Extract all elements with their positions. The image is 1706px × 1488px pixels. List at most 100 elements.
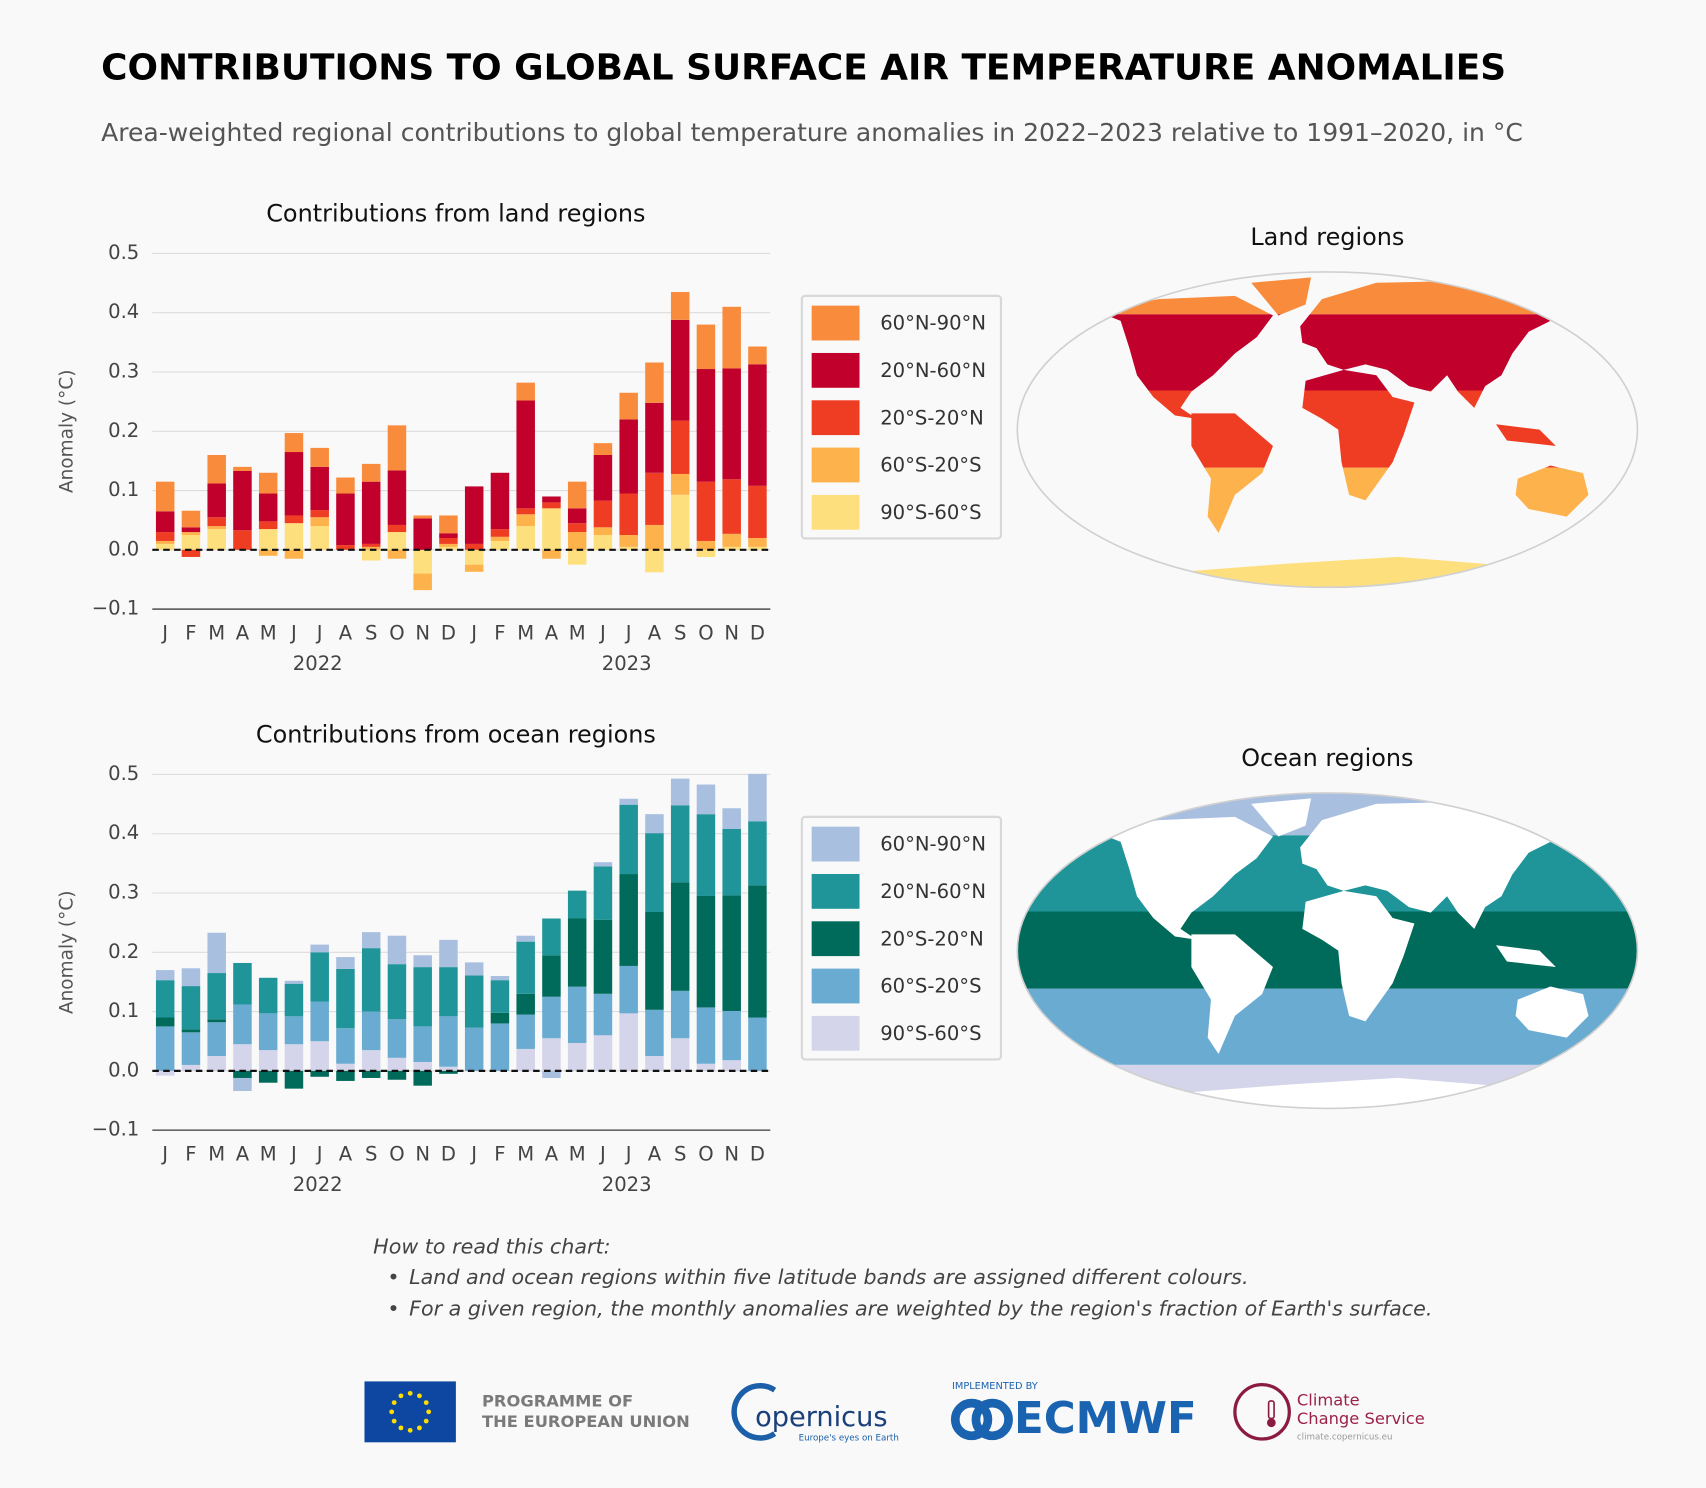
legend-label: 60°N-90°N <box>880 833 986 856</box>
ecmwf-mark <box>971 1398 1013 1441</box>
bar-segment <box>542 955 561 997</box>
map-outline <box>1016 271 1639 589</box>
bar-segment <box>361 463 381 482</box>
bar-segment <box>387 425 407 471</box>
y-tick-label: 0.5 <box>108 762 139 785</box>
map-continent <box>1302 890 1415 1022</box>
bar-segment <box>722 1010 741 1061</box>
bar-segment <box>387 964 407 1020</box>
bar-segment <box>258 1050 278 1071</box>
eu-flag <box>364 1381 456 1443</box>
bar-segment <box>619 798 638 805</box>
bar-segment <box>696 814 716 896</box>
map-continent <box>1191 934 1273 1054</box>
bar-segment <box>490 1012 510 1024</box>
bar-segment <box>439 533 458 538</box>
bar-segment <box>696 1007 716 1064</box>
x-group-label: 2023 <box>602 1173 652 1196</box>
y-tick-label: 0.4 <box>108 821 139 844</box>
bar-segment <box>310 447 329 467</box>
bar-segment <box>516 526 535 550</box>
bar-segment <box>361 948 381 1012</box>
eu-text: PROGRAMME OF <box>482 1392 633 1411</box>
eu-star <box>407 1427 413 1433</box>
bar-segment <box>258 977 278 1014</box>
bar-segment <box>207 529 226 550</box>
copernicus-text: opernicus <box>755 1402 887 1433</box>
bar-segment <box>567 532 587 550</box>
map-title: Ocean regions <box>1241 744 1413 772</box>
bar-segment <box>284 549 304 559</box>
legend-label: 90°S-60°S <box>880 501 981 524</box>
bar-segment <box>464 975 484 1028</box>
legend-label: 60°N-90°N <box>880 312 986 335</box>
x-tick-label: M <box>569 622 586 645</box>
bar-segment <box>670 990 690 1039</box>
bar-segment <box>207 973 226 1020</box>
bar-segment <box>413 518 432 550</box>
bar-segment <box>361 543 381 547</box>
bar-segment <box>155 540 175 544</box>
bullet: • <box>387 1297 399 1321</box>
bar-segment <box>567 508 587 524</box>
map-title: Land regions <box>1250 223 1404 251</box>
bar-segment <box>593 454 613 501</box>
map-band <box>1093 467 1589 544</box>
bar-segment <box>464 962 484 976</box>
bar-segment <box>645 402 664 473</box>
bar-segment <box>284 980 304 984</box>
map-band <box>1093 543 1589 588</box>
bar-segment <box>490 980 510 1013</box>
bar-segment <box>619 1013 638 1071</box>
bar-segment <box>258 549 278 556</box>
x-tick-label: N <box>724 622 739 645</box>
bar-segment <box>155 1017 175 1027</box>
bar-segment <box>464 543 484 550</box>
x-tick-label: J <box>289 1143 297 1166</box>
bar-segment <box>284 452 304 516</box>
eu-star <box>407 1390 413 1396</box>
bar-segment <box>490 540 510 550</box>
bar-segment <box>413 549 432 574</box>
bar-segment <box>670 1038 690 1071</box>
bar-segment <box>387 1070 407 1080</box>
legend-swatch <box>811 400 860 436</box>
x-tick-label: F <box>185 1143 196 1166</box>
bar-segment <box>748 1017 767 1071</box>
map-continent <box>1300 801 1562 929</box>
bar-segment <box>387 1057 407 1071</box>
bar-segment <box>567 918 587 987</box>
x-tick-label: D <box>750 1143 765 1166</box>
bar-segment <box>722 895 741 1011</box>
x-tick-label: M <box>208 1143 225 1166</box>
map-band <box>1093 390 1589 468</box>
bar-segment <box>439 1016 458 1067</box>
bar-segment <box>542 549 561 559</box>
bar-segment <box>233 1004 252 1045</box>
c3s-url: climate.copernicus.eu <box>1297 1432 1393 1442</box>
bar-segment <box>748 346 767 365</box>
c3s-thermometer <box>1267 1400 1275 1420</box>
bar-segment <box>593 500 613 528</box>
bar-segment <box>387 1019 407 1058</box>
bar-segment <box>336 1028 355 1064</box>
bar-segment <box>645 1009 664 1057</box>
world-map <box>1016 271 1639 589</box>
bar-segment <box>542 496 561 503</box>
x-tick-label: A <box>236 1143 250 1166</box>
eu-star <box>423 1400 429 1406</box>
c3s-text: Change Service <box>1297 1409 1425 1428</box>
legend-swatch <box>811 352 860 388</box>
bar-segment <box>593 862 613 867</box>
legend-label: 90°S-60°S <box>880 1022 981 1045</box>
eu-star <box>391 1400 397 1406</box>
y-tick-label: 0.3 <box>108 881 139 904</box>
bar-segment <box>233 1044 252 1071</box>
bar-segment <box>233 1070 252 1078</box>
eu-star <box>417 1425 422 1431</box>
eu-stars <box>389 1390 432 1433</box>
bar-segment <box>748 485 767 538</box>
map-continent <box>1093 816 1273 940</box>
bar-segment <box>542 1070 561 1078</box>
